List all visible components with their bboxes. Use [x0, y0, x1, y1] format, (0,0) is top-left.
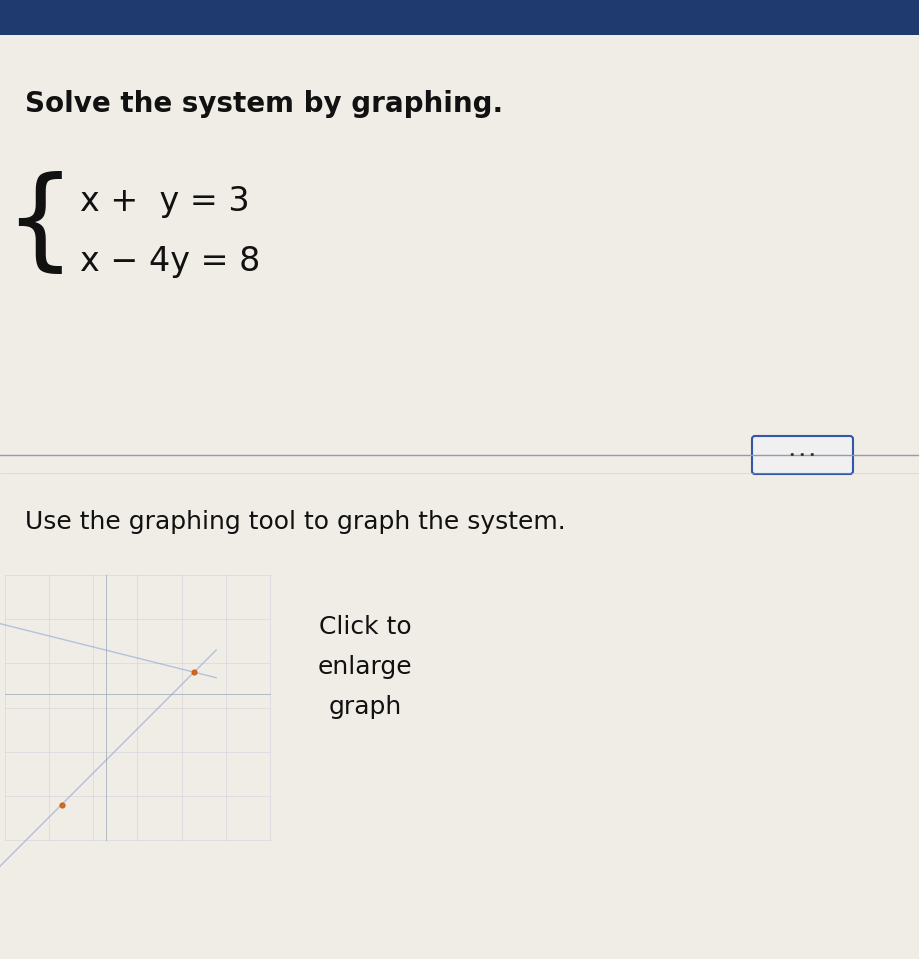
Text: Solve the system by graphing.: Solve the system by graphing. [25, 90, 503, 118]
Text: x − 4y = 8: x − 4y = 8 [80, 245, 260, 278]
Text: Use the graphing tool to graph the system.: Use the graphing tool to graph the syste… [25, 510, 565, 534]
FancyBboxPatch shape [751, 436, 852, 474]
Text: • • •: • • • [789, 450, 815, 460]
Text: Click to: Click to [318, 615, 411, 639]
Text: x +  y = 3: x + y = 3 [80, 185, 249, 218]
Text: graph: graph [328, 695, 402, 719]
Text: {: { [5, 172, 75, 278]
Bar [0, 0, 919, 35]
Text: enlarge: enlarge [317, 655, 412, 679]
